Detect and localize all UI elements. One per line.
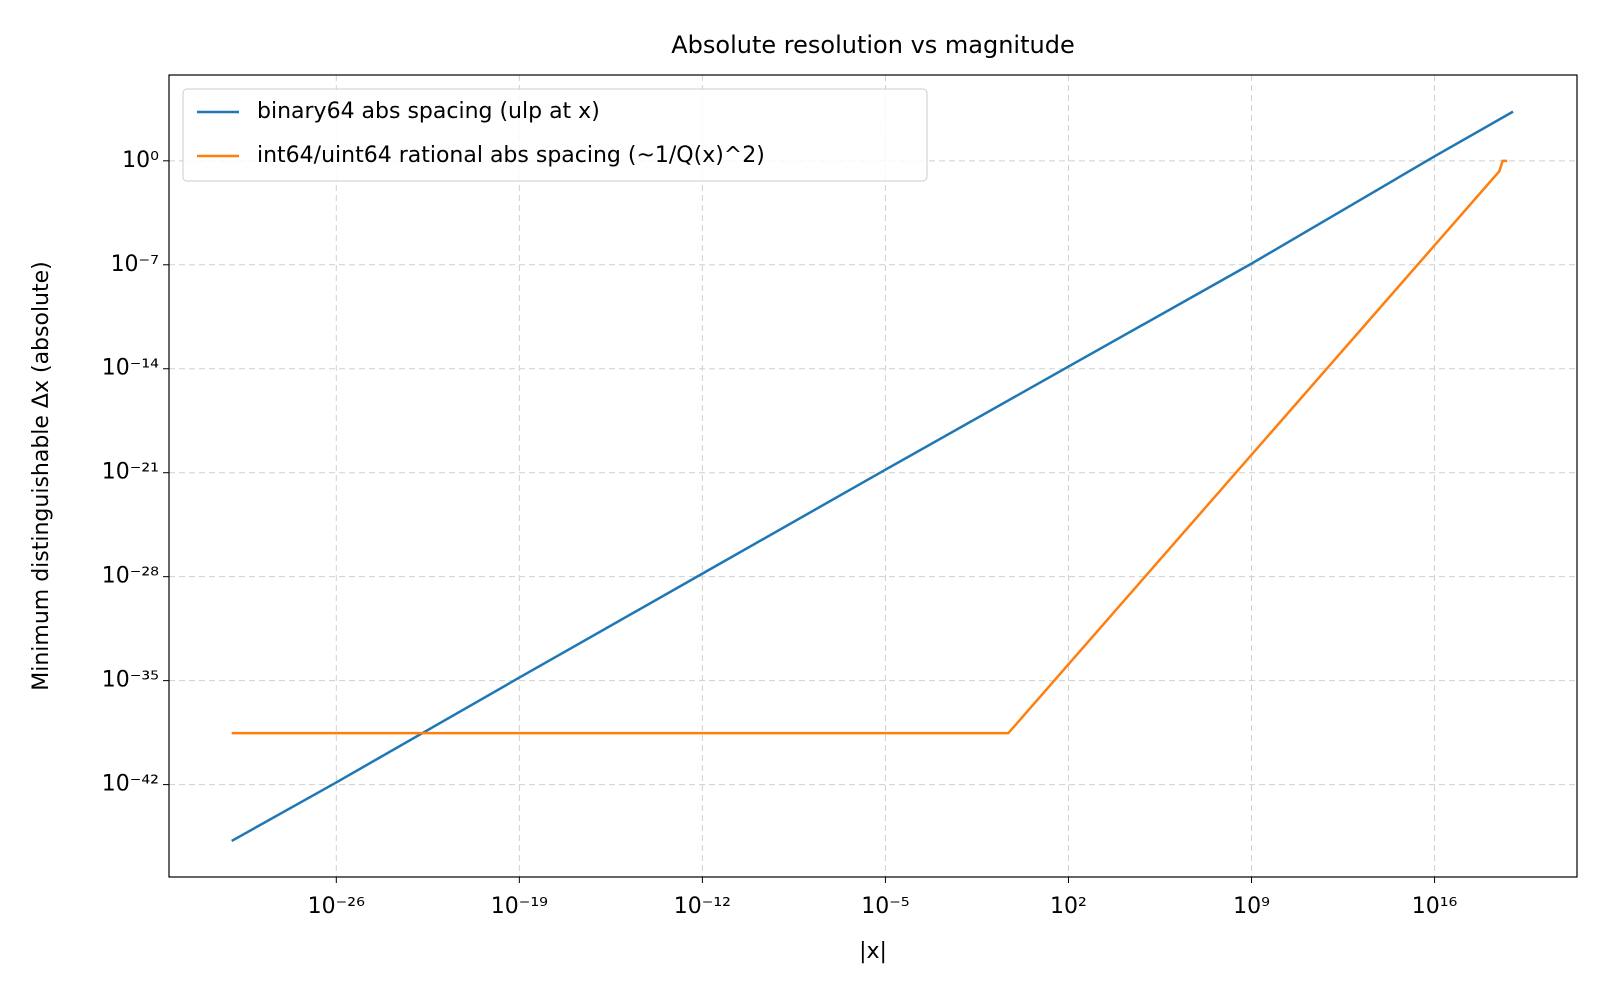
y-tick-label: 10⁻³⁵: [102, 668, 159, 693]
x-tick-label: 10⁻²⁶: [308, 894, 365, 919]
x-axis-label: |x|: [859, 939, 887, 964]
y-tick-label: 10⁻²¹: [102, 460, 159, 485]
x-tick-label: 10⁹: [1233, 894, 1270, 919]
legend: binary64 abs spacing (ulp at x) int64/uin…: [182, 88, 928, 182]
data-line: [231, 159, 1508, 735]
y-tick-label: 10⁰: [122, 148, 159, 173]
y-tick-label: 10⁻¹⁴: [102, 356, 159, 381]
x-tick-label: 10²: [1050, 894, 1087, 919]
y-axis-label: Minimum distinguishable Δx (absolute): [29, 261, 54, 691]
data-line: [231, 110, 1514, 843]
legend-label: binary64 abs spacing (ulp at x): [257, 99, 600, 124]
x-tick-label: 10⁻¹²: [674, 894, 731, 919]
y-tick-label: 10⁻⁴²: [102, 772, 159, 797]
legend-label: int64/uint64 rational abs spacing (~1/Q(…: [257, 143, 765, 168]
plot-frame: [168, 74, 1578, 878]
y-tick-label: 10⁻²⁸: [102, 564, 159, 589]
x-tick-label: 10⁻¹⁹: [491, 894, 548, 919]
chart-title: Absolute resolution vs magnitude: [671, 31, 1074, 59]
x-tick-label: 10¹⁶: [1412, 894, 1458, 919]
x-tick-label: 10⁻⁵: [861, 894, 909, 919]
y-tick-label: 10⁻⁷: [111, 252, 159, 277]
legend-box: [182, 88, 928, 182]
